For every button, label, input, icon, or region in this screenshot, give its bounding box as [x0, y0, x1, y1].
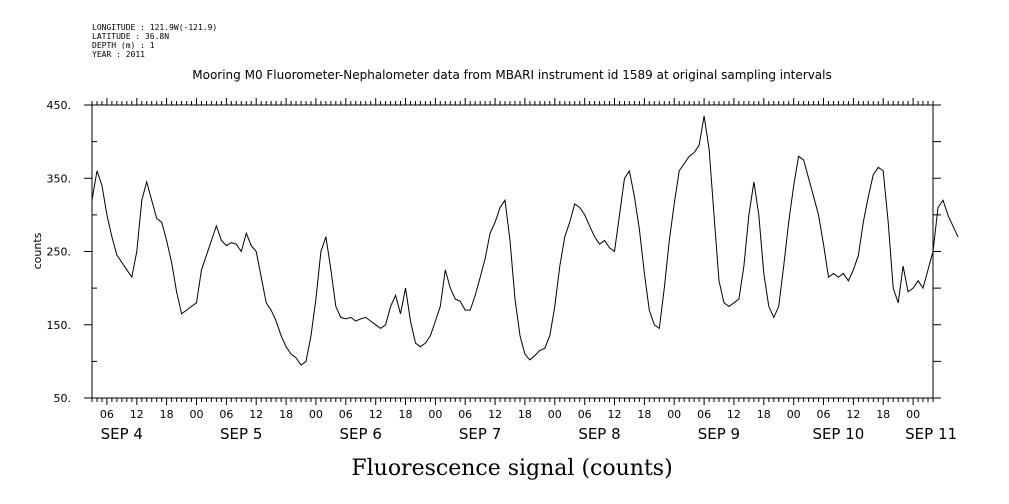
x-tick-label: 00	[667, 408, 681, 421]
axis-ticks	[84, 98, 941, 405]
meta-latitude: LATITUDE : 36.8N	[92, 32, 169, 41]
x-tick-label: 06	[817, 408, 831, 421]
x-tick-label: 18	[637, 408, 651, 421]
meta-year: YEAR : 2011	[92, 50, 145, 59]
x-tick-label: 06	[339, 408, 353, 421]
x-tick-label: 06	[219, 408, 233, 421]
x-tick-label: 00	[787, 408, 801, 421]
x-tick-label: 06	[697, 408, 711, 421]
x-tick-label: 00	[309, 408, 323, 421]
x-tick-label: 12	[727, 408, 741, 421]
x-tick-label: 18	[518, 408, 532, 421]
x-tick-label: 12	[249, 408, 263, 421]
x-tick-label: 18	[876, 408, 890, 421]
meta-block: LONGITUDE : 121.9W(-121.9) LATITUDE : 36…	[92, 23, 217, 59]
day-label: SEP 7	[459, 425, 501, 443]
y-tick-labels: 50. 150. 250. 350. 450.	[47, 99, 72, 405]
x-tick-label: 00	[428, 408, 442, 421]
y-tick-label: 350.	[47, 172, 72, 185]
day-label: SEP 8	[578, 425, 620, 443]
day-label: SEP 11	[905, 425, 957, 443]
x-tick-label: 12	[369, 408, 383, 421]
x-tick-label: 12	[846, 408, 860, 421]
y-tick-label: 250.	[47, 246, 72, 259]
plot-frame	[91, 104, 934, 399]
x-tick-label: 18	[757, 408, 771, 421]
x-tick-label: 18	[160, 408, 174, 421]
day-labels: SEP 4 SEP 5 SEP 6 SEP 7 SEP 8 SEP 9 SEP 10 SEP …	[101, 425, 957, 443]
chart-title: Mooring M0 Fluorometer-Nephalometer data…	[192, 68, 832, 82]
x-tick-label: 12	[608, 408, 622, 421]
x-tick-label: 18	[399, 408, 413, 421]
day-label: SEP 6	[340, 425, 382, 443]
x-tick-label: 00	[190, 408, 204, 421]
y-tick-label: 150.	[47, 319, 72, 332]
x-tick-label: 06	[458, 408, 472, 421]
x-axis-label: Fluorescence signal (counts)	[351, 456, 672, 481]
meta-longitude: LONGITUDE : 121.9W(-121.9)	[92, 23, 217, 32]
x-tick-label: 18	[279, 408, 293, 421]
meta-depth: DEPTH (m) : 1	[92, 41, 155, 50]
series-line	[91, 115, 959, 366]
day-label: SEP 5	[220, 425, 262, 443]
day-label: SEP 9	[698, 425, 740, 443]
x-tick-labels: 06 12 18 00 06 12 18 00 06 12 18 00 06 12 18 00 06 12 18 00…	[100, 408, 920, 421]
x-tick-label: 12	[488, 408, 502, 421]
y-axis-label: counts	[31, 232, 44, 269]
y-tick-label: 450.	[47, 99, 72, 112]
day-label: SEP 4	[101, 425, 143, 443]
x-tick-label: 12	[130, 408, 144, 421]
x-tick-label: 00	[548, 408, 562, 421]
x-tick-label: 00	[906, 408, 920, 421]
y-tick-label: 50.	[54, 392, 72, 405]
x-tick-label: 06	[578, 408, 592, 421]
day-label: SEP 10	[812, 425, 864, 443]
x-tick-label: 06	[100, 408, 114, 421]
